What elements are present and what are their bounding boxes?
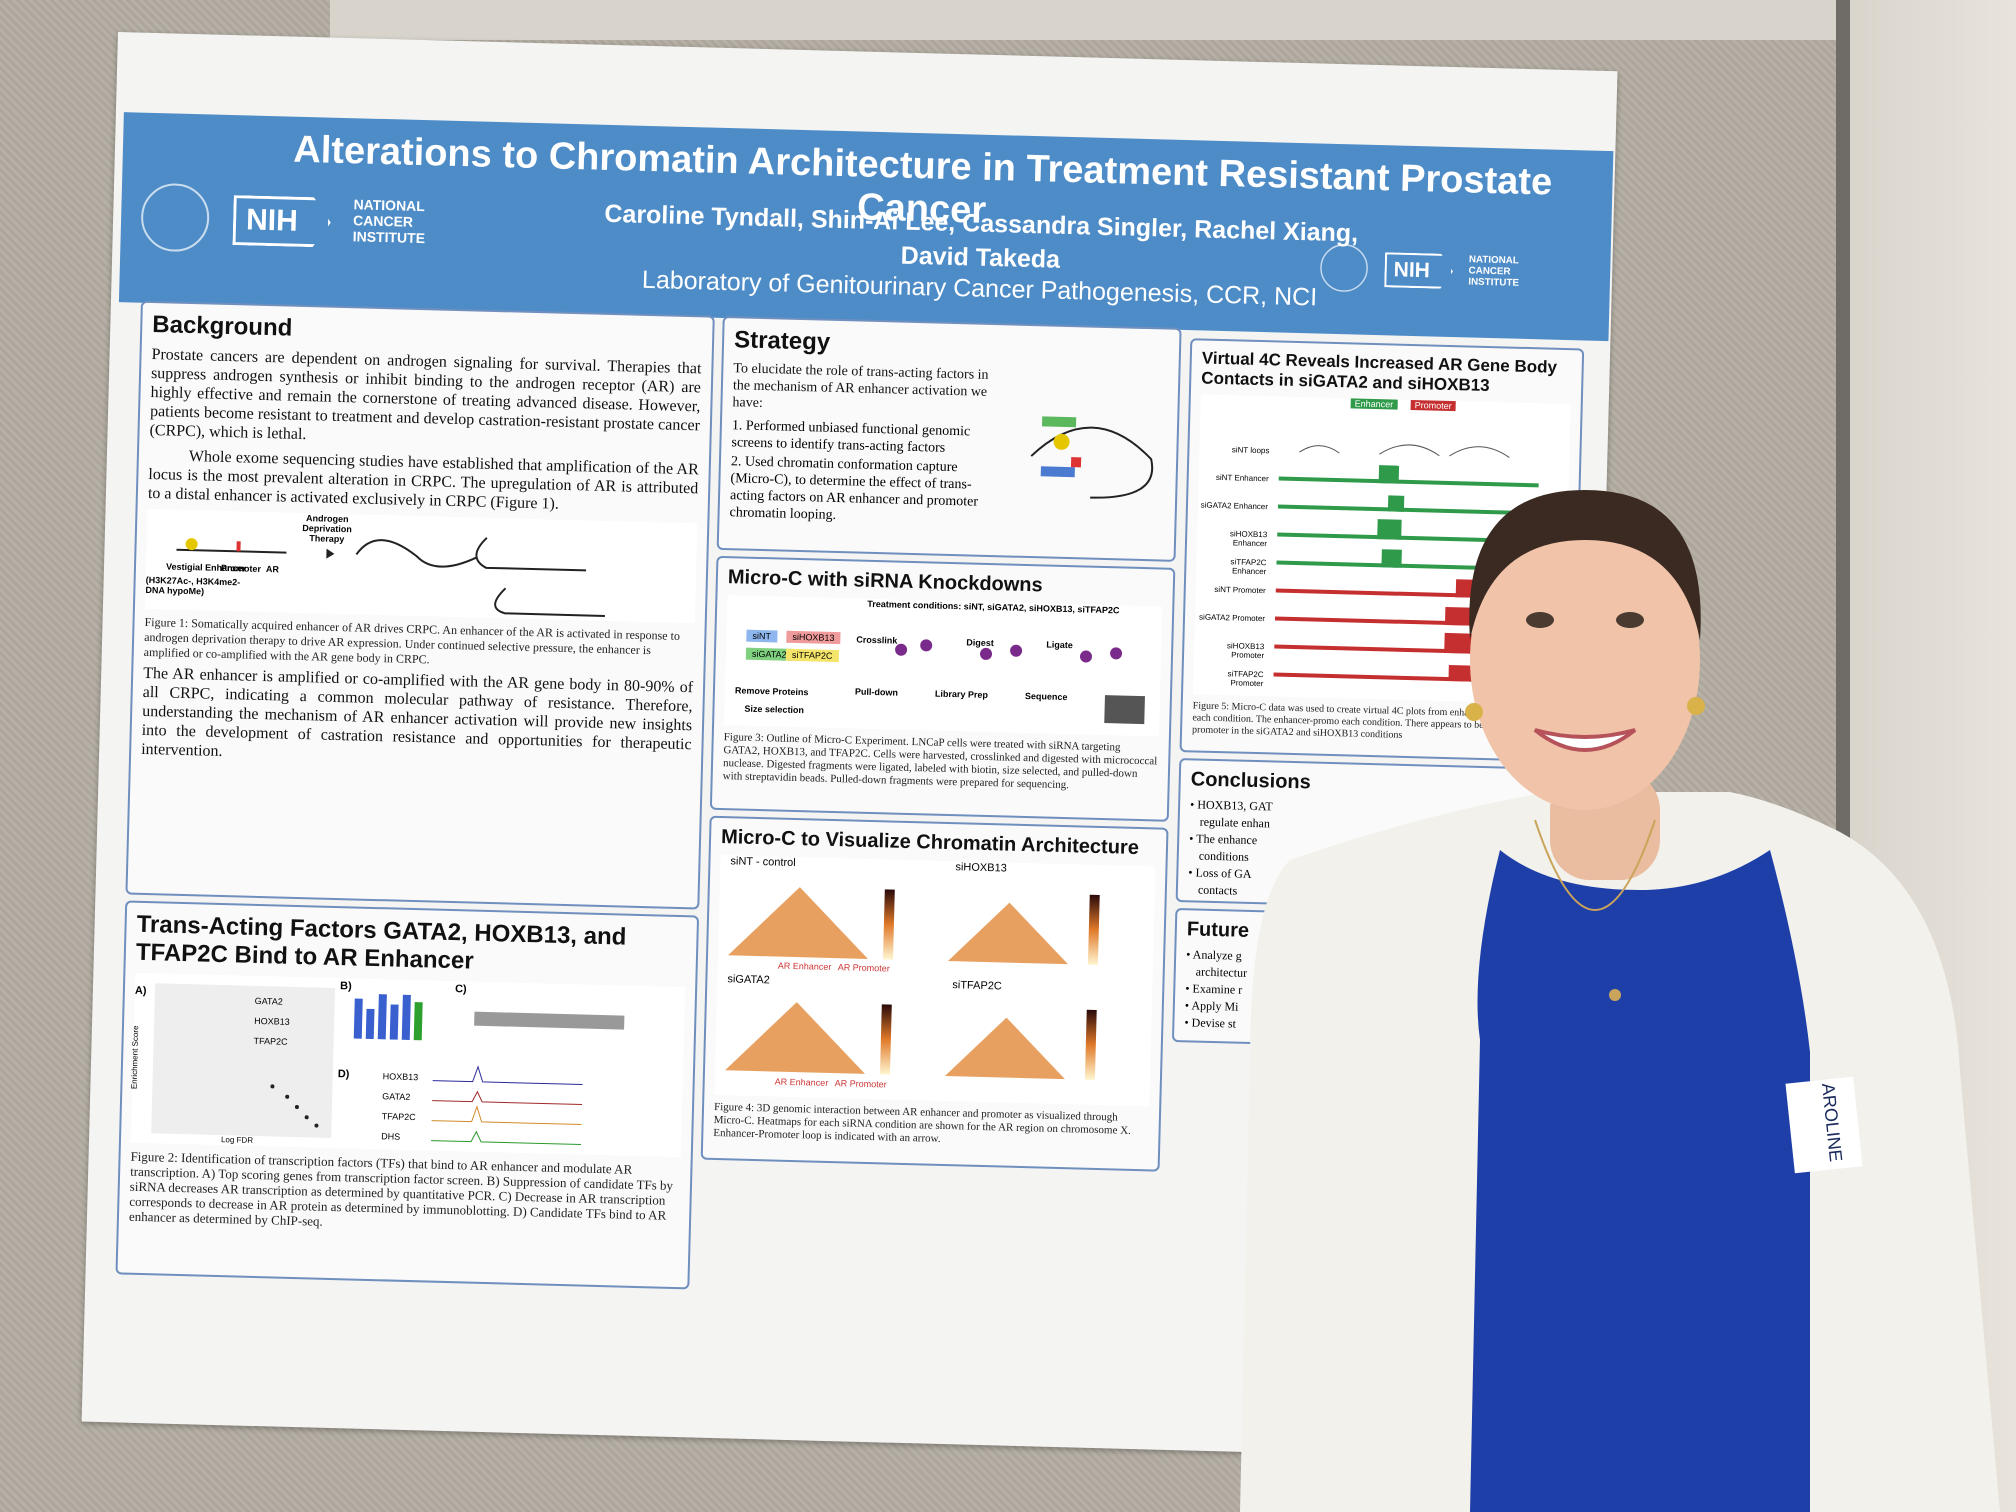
figure-3: Treatment conditions: siNT, siGATA2, siH… (724, 595, 1163, 737)
figure-1-diagram (176, 537, 605, 617)
future-panel: Future • Analyze g architectur • Examine… (1171, 907, 1570, 1053)
ceiling-strip (330, 0, 1850, 40)
visualize-heading: Micro-C to Visualize Chromatin Architect… (720, 826, 1140, 859)
background-p3: The AR enhancer is amplified or co-ampli… (141, 664, 694, 760)
figure-5: Enhancer Promoter siNT loops siNT Enhanc… (1193, 394, 1571, 705)
conclusions-heading: Conclusions (1190, 768, 1312, 794)
heatmaps (725, 887, 1100, 1080)
wall (1850, 0, 2016, 1512)
transacting-heading: Trans-Acting Factors GATA2, HOXB13, and … (135, 910, 627, 975)
figure-5-caption: Figure 5: Micro-C data was used to creat… (1191, 700, 1560, 741)
conclusions-panel: Conclusions • HOXB13, GAT regulate enhan… (1175, 758, 1574, 913)
future-heading: Future (1186, 918, 1250, 942)
virtual4c-heading: Virtual 4C Reveals Increased AR Gene Bod… (1201, 348, 1558, 396)
figure-1: Androgen Deprivation Therapy Vestigial E… (144, 508, 698, 624)
strategy-item-1: 1. Performed unbiased functional genomic… (731, 418, 971, 456)
visualize-panel: Micro-C to Visualize Chromatin Architect… (700, 815, 1169, 1172)
loop-diagram (1030, 416, 1154, 499)
strategy-panel: Strategy To elucidate the role of trans-… (716, 315, 1182, 562)
figure-2-plots (151, 983, 625, 1146)
microc-panel: Micro-C with siRNA Knockdowns Treatment … (709, 555, 1176, 822)
microc-heading: Micro-C with siRNA Knockdowns (727, 566, 1043, 597)
research-poster: NIH NATIONAL CANCER INSTITUTE Alterations … (81, 32, 1618, 1461)
background-panel: Background Prostate cancers are dependen… (125, 300, 715, 910)
transacting-panel: Trans-Acting Factors GATA2, HOXB13, and … (115, 900, 700, 1290)
figure-3-caption: Figure 3: Outline of Micro-C Experiment.… (722, 731, 1158, 792)
virtual4c-panel: Virtual 4C Reveals Increased AR Gene Bod… (1179, 338, 1585, 763)
background-p2: Whole exome sequencing studies have esta… (147, 448, 699, 513)
figure-4-caption: Figure 4: 3D genomic interaction between… (713, 1100, 1132, 1145)
figure-2: A) B) C) D) GATA2 HOXB13 TFAP2C HOXB13 G… (130, 972, 686, 1158)
strategy-item-2: 2. Used chromatin conformation capture (… (729, 454, 979, 523)
background-p1: Prostate cancers are dependent on androg… (149, 345, 702, 444)
figure-2-caption: Figure 2: Identification of transcriptio… (128, 1148, 674, 1229)
hhs-seal-icon (140, 182, 211, 253)
figure-4: siNT - control siHOXB13 siGATA2 siTFAP2C… (714, 855, 1156, 1107)
microc-workflow-diagram (895, 639, 1145, 725)
strategy-heading: Strategy (733, 326, 831, 356)
